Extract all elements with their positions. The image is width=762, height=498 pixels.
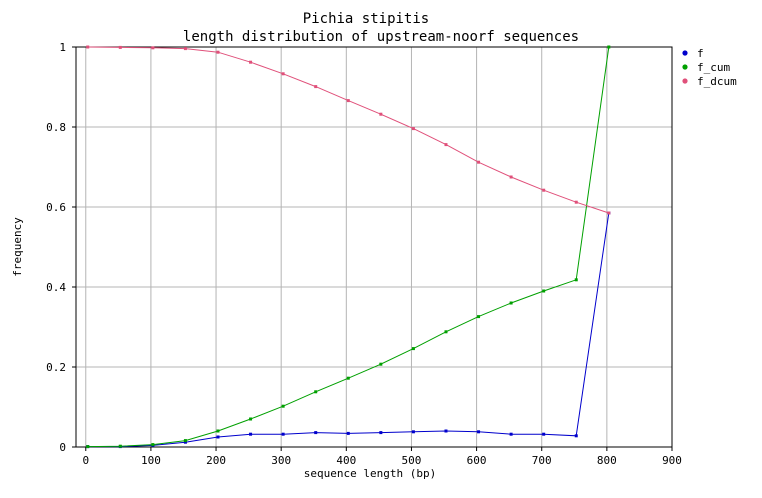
data-point-f_dcum [477, 160, 481, 164]
x-tick-label: 700 [532, 454, 552, 467]
legend-swatch [682, 50, 688, 56]
data-point-f_dcum [249, 60, 253, 64]
series-line-f_cum [87, 46, 610, 448]
data-point-f [183, 440, 187, 444]
y-tick-label: 0.8 [46, 121, 66, 134]
grid [76, 47, 672, 447]
data-point-f_cum [509, 301, 513, 305]
data-point-f_cum [379, 362, 383, 366]
data-point-f_cum [86, 445, 90, 449]
data-point-f [542, 432, 546, 436]
series-line-f_dcum [87, 46, 609, 214]
data-point-f_dcum [216, 50, 220, 54]
data-point-f_cum [314, 390, 318, 394]
data-point-f [216, 435, 220, 439]
y-tick-label: 0.2 [46, 361, 66, 374]
data-point-f_cum [249, 417, 253, 421]
data-point-f [314, 431, 318, 435]
data-point-f_dcum [151, 46, 155, 50]
legend-swatch [682, 78, 688, 84]
x-tick-label: 500 [402, 454, 422, 467]
data-point-f_dcum [281, 72, 285, 76]
data-point-f_dcum [574, 200, 578, 204]
data-point-f_dcum [183, 47, 187, 51]
data-point-f_cum [477, 315, 481, 319]
x-tick-label: 300 [271, 454, 291, 467]
data-point-f [477, 430, 481, 434]
data-point-f_dcum [314, 85, 318, 89]
series-f_dcum [86, 45, 611, 215]
data-point-f_cum [118, 444, 122, 448]
y-tick-label: 0.6 [46, 201, 66, 214]
data-point-f_dcum [118, 45, 122, 49]
legend-item-f_cum: f_cum [682, 61, 730, 74]
legend-label: f_dcum [697, 75, 737, 88]
x-tick-label: 900 [662, 454, 682, 467]
data-point-f_cum [444, 330, 448, 334]
chart-subtitle: length distribution of upstream-noorf se… [183, 29, 579, 45]
x-tick-label: 100 [141, 454, 161, 467]
data-point-f_cum [346, 376, 350, 380]
data-point-f_cum [542, 289, 546, 293]
data-point-f [509, 432, 513, 436]
data-point-f_cum [151, 443, 155, 447]
data-point-f [281, 432, 285, 436]
data-point-f_dcum [607, 211, 611, 215]
chart-title: Pichia stipitis [303, 11, 429, 27]
x-axis-label: sequence length (bp) [304, 467, 436, 480]
data-point-f_dcum [346, 99, 350, 103]
data-point-f_cum [574, 278, 578, 282]
legend-item-f: f [682, 47, 704, 60]
data-point-f [249, 432, 253, 436]
data-point-f [444, 429, 448, 433]
y-tick-label: 0.4 [46, 281, 66, 294]
data-point-f [346, 431, 350, 435]
y-axis-label: frequency [11, 217, 24, 277]
data-point-f_dcum [444, 143, 448, 147]
x-tick-label: 0 [82, 454, 89, 467]
series-line-f [87, 212, 610, 448]
legend-item-f_dcum: f_dcum [682, 75, 737, 88]
data-point-f_dcum [542, 188, 546, 192]
data-point-f [411, 430, 415, 434]
x-tick-label: 600 [467, 454, 487, 467]
data-point-f [379, 431, 383, 435]
x-tick-label: 800 [597, 454, 617, 467]
plot-area-frame [75, 46, 673, 448]
data-point-f_dcum [86, 45, 90, 49]
legend-label: f [697, 47, 704, 60]
legend-label: f_cum [697, 61, 730, 74]
y-tick-label: 1 [59, 41, 66, 54]
axis-ticks: 0 100 200 300 400 500 600 700 800 900 0 0.2 0.4 0.6 0.… [46, 41, 682, 467]
series-f [86, 211, 611, 449]
data-point-f_dcum [379, 112, 383, 116]
series-group [86, 45, 611, 449]
data-point-f_dcum [411, 127, 415, 131]
data-point-f_cum [216, 429, 220, 433]
data-point-f_cum [281, 404, 285, 408]
data-point-f_cum [411, 347, 415, 351]
x-tick-label: 400 [336, 454, 356, 467]
data-point-f_cum [607, 45, 611, 49]
x-tick-label: 200 [206, 454, 226, 467]
legend-swatch [682, 64, 688, 70]
data-point-f_dcum [509, 175, 513, 179]
data-point-f [574, 434, 578, 438]
series-f_cum [86, 45, 611, 449]
y-tick-label: 0 [59, 441, 66, 454]
data-point-f_cum [183, 439, 187, 443]
